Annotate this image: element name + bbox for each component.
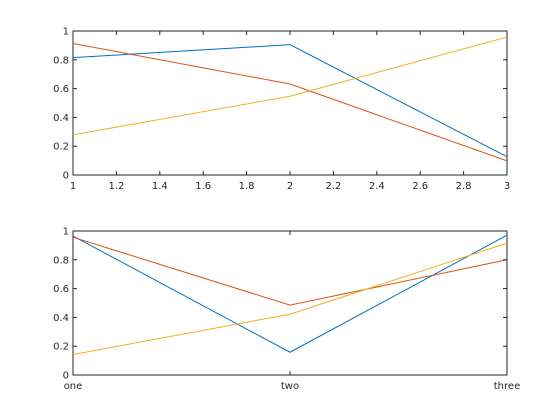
series-line-3 [72, 242, 508, 356]
y-tick-label: 0 [63, 171, 69, 182]
y-tick-label: 0.6 [53, 284, 69, 295]
series-line-3 [72, 36, 508, 136]
y-tick-label: 0.8 [53, 55, 69, 66]
x-tick-label: 2 [287, 181, 293, 192]
series-line-1 [72, 234, 508, 353]
y-tick-label: 0.6 [53, 84, 69, 95]
x-tick-label: 2.6 [412, 181, 428, 192]
y-tick-label: 0.4 [53, 313, 69, 324]
y-tick-label: 1 [63, 227, 69, 238]
x-tick-label: 2.4 [369, 181, 385, 192]
y-tick-label: 0.2 [53, 142, 69, 153]
x-tick-label: 1.4 [152, 181, 168, 192]
top-line-chart: 0 0.2 0.4 0.6 0.8 1 1 1.2 1.4 1.6 1.8 2 2.2 2.4 2.6 2.8… [53, 27, 510, 193]
x-tick-label: one [64, 381, 83, 392]
y-tick-label: 0.8 [53, 255, 69, 266]
x-tick-label: 1.8 [239, 181, 255, 192]
x-tick-label: 2.2 [325, 181, 341, 192]
axes-box [72, 230, 508, 376]
y-tick-label: 1 [63, 27, 69, 38]
x-tick-label: two [281, 381, 299, 392]
series-line-1 [72, 44, 508, 158]
y-tick-label: 0.2 [53, 342, 69, 353]
series-line-2 [72, 236, 508, 306]
x-tick-label: 1.6 [195, 181, 211, 192]
axes-box [72, 30, 508, 176]
x-tick-label: 3 [504, 181, 510, 192]
bottom-line-chart: 0 0.2 0.4 0.6 0.8 1 one two three [53, 227, 520, 393]
y-tick-label: 0.4 [53, 113, 69, 124]
y-tick-label: 0 [63, 371, 69, 382]
x-tick-label: 2.8 [456, 181, 472, 192]
x-tick-label: 1.2 [108, 181, 124, 192]
series-line-2 [72, 43, 508, 162]
x-tick-label: 1 [70, 181, 76, 192]
x-tick-label: three [494, 381, 520, 392]
